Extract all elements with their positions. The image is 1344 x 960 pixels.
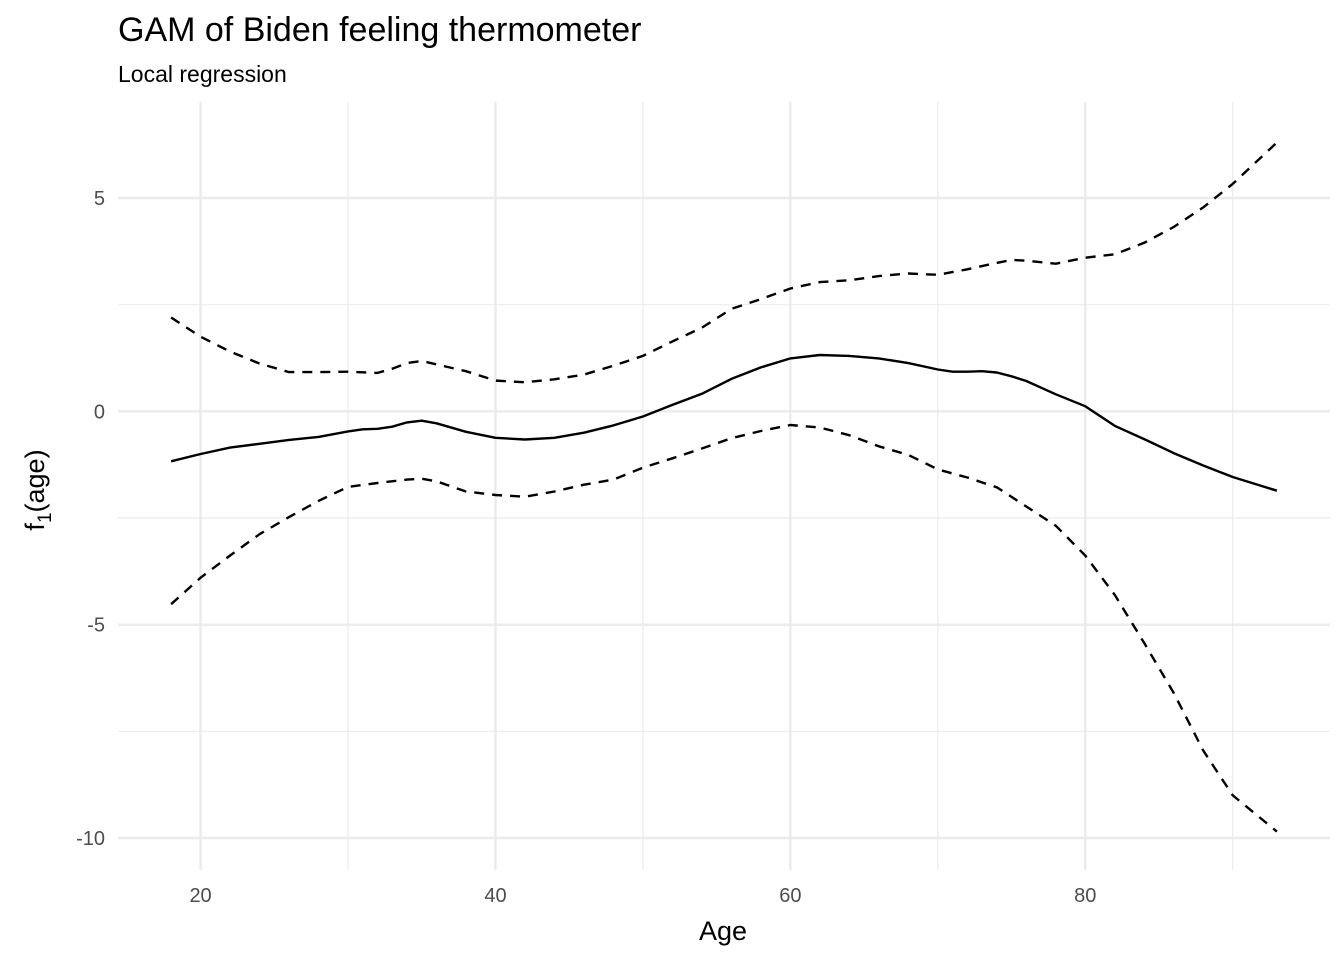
y-tick-label: 0 [94,401,105,423]
chart-grid [118,102,1330,870]
chart-subtitle: Local regression [118,61,287,87]
y-axis-title-main: f [20,523,50,531]
y-tick-label: -10 [76,828,105,850]
y-axis-title-rest: (age) [20,449,50,512]
lower-band-line [170,423,1278,833]
x-tick-label: 80 [1074,885,1096,907]
x-axis-ticks: 20 40 60 80 [189,885,1096,907]
x-tick-label: 40 [484,885,506,907]
x-tick-label: 60 [779,885,801,907]
upper-band-line [170,141,1278,384]
chart-title: GAM of Biden feeling thermometer [118,11,641,49]
y-tick-label: -5 [87,615,105,637]
x-axis-title: Age [699,916,747,946]
y-tick-label: 5 [94,188,105,210]
y-axis-title: f1(age) [20,449,56,530]
chart-lines [170,141,1278,833]
y-axis-title-subscript: 1 [35,512,56,523]
y-axis-ticks: -10 -5 0 5 [76,188,105,850]
x-tick-label: 20 [189,885,211,907]
fit-line [170,353,1278,492]
